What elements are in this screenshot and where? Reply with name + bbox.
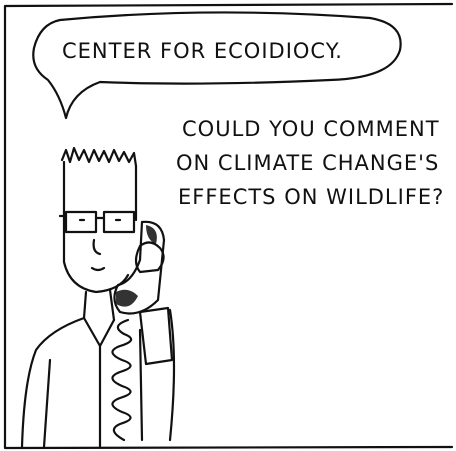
speech-text: CENTER FOR ECOIDIOCY.: [62, 39, 343, 63]
caption-line: COULD YOU COMMENT: [182, 117, 440, 141]
comic-panel: CENTER FOR ECOIDIOCY. COULD YOU COMMENT …: [0, 0, 456, 451]
caption-line: EFFECTS ON WILDLIFE?: [178, 185, 444, 209]
caption-line: ON CLIMATE CHANGE'S: [176, 151, 439, 175]
